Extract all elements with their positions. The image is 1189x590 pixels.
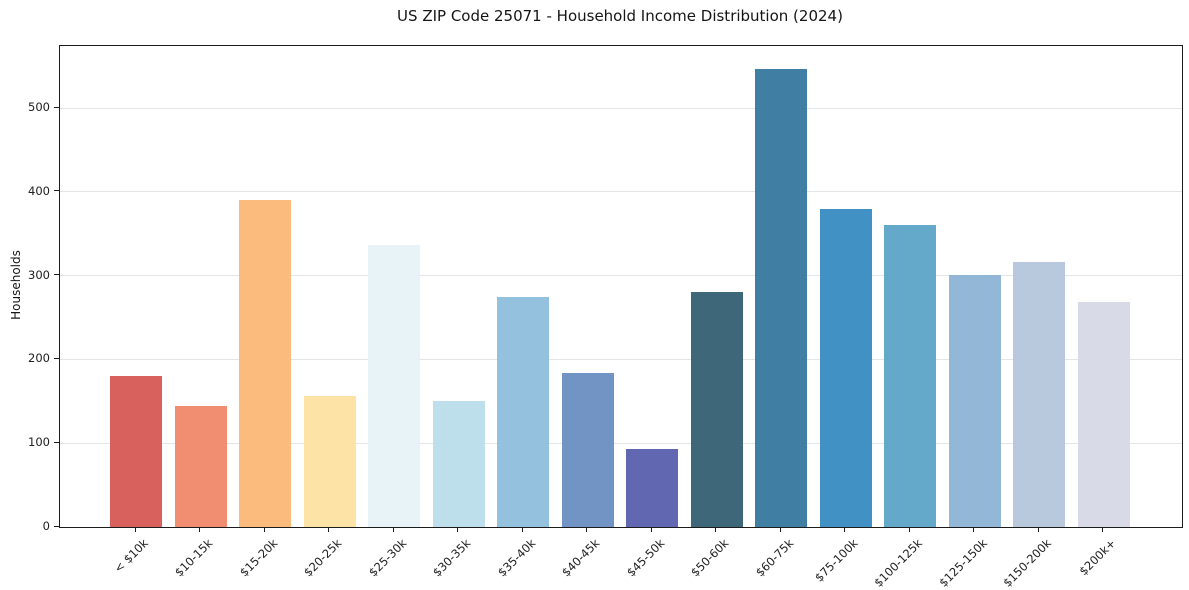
bar <box>1077 302 1130 527</box>
y-tick-label: 100 <box>28 435 50 450</box>
x-tick-label: $40-45k <box>559 536 603 580</box>
gridline <box>60 191 1182 193</box>
x-tick-label: $45-50k <box>623 536 668 580</box>
x-tick-label: $10-15k <box>171 536 216 580</box>
bar <box>884 224 937 527</box>
x-tick-mark <box>650 527 652 532</box>
x-tick-mark <box>1102 527 1104 532</box>
chart-title: US ZIP Code 25071 - Household Income Dis… <box>397 7 843 25</box>
gridline <box>60 107 1182 109</box>
x-tick-mark <box>263 527 265 532</box>
bar <box>948 274 1001 527</box>
x-tick-label: < $10k <box>111 536 151 576</box>
x-tick-mark <box>844 527 846 532</box>
x-tick-mark <box>457 527 459 532</box>
x-tick-mark <box>973 527 975 532</box>
y-tick-mark <box>54 274 59 276</box>
bar <box>239 200 292 527</box>
x-tick-mark <box>392 527 394 532</box>
x-tick-label: $20-25k <box>301 536 345 580</box>
y-tick-label: 500 <box>28 100 50 114</box>
plot-area <box>59 45 1183 528</box>
bar <box>368 244 421 527</box>
x-tick-mark <box>715 527 717 532</box>
x-tick-label: $15-20k <box>236 536 280 580</box>
x-tick-label: $125-150k <box>936 536 990 590</box>
x-tick-mark <box>328 527 330 532</box>
bar <box>174 405 227 527</box>
y-tick-mark <box>54 357 59 359</box>
x-tick-mark <box>521 527 523 532</box>
x-tick-label: $75-100k <box>812 536 861 585</box>
y-axis-label: Households <box>9 250 23 320</box>
y-tick-mark <box>54 106 59 108</box>
y-tick-mark <box>54 525 59 527</box>
x-tick-mark <box>199 527 201 532</box>
x-tick-label: $50-60k <box>688 536 732 580</box>
bar <box>497 297 550 527</box>
x-tick-label: $35-40k <box>494 536 539 580</box>
y-tick-label: 300 <box>28 267 50 282</box>
x-tick-mark <box>908 527 910 532</box>
x-tick-label: $100-125k <box>871 536 926 590</box>
gridline <box>60 275 1182 277</box>
bar <box>303 396 356 527</box>
bar <box>819 209 872 527</box>
x-tick-label: $150-200k <box>1000 536 1055 590</box>
gridline <box>60 442 1182 444</box>
x-tick-label: $200k+ <box>1076 536 1119 579</box>
x-tick-mark <box>1037 527 1039 532</box>
x-tick-label: $25-30k <box>365 536 410 580</box>
gridline <box>60 358 1182 360</box>
bar <box>626 449 679 527</box>
x-tick-label: $30-35k <box>430 536 474 580</box>
bar <box>690 292 743 527</box>
y-tick-mark <box>54 441 59 443</box>
bar <box>755 68 808 527</box>
y-tick-mark <box>54 190 59 192</box>
bar <box>561 372 614 527</box>
x-tick-label: $60-75k <box>752 536 797 580</box>
x-tick-mark <box>586 527 588 532</box>
y-tick-label: 200 <box>28 351 50 366</box>
bar <box>110 376 162 527</box>
x-tick-mark <box>779 527 781 532</box>
y-tick-label: 400 <box>28 183 50 198</box>
y-tick-label: 0 <box>42 519 50 533</box>
bar <box>432 401 485 527</box>
x-tick-mark <box>134 527 136 532</box>
bar <box>1013 262 1066 527</box>
